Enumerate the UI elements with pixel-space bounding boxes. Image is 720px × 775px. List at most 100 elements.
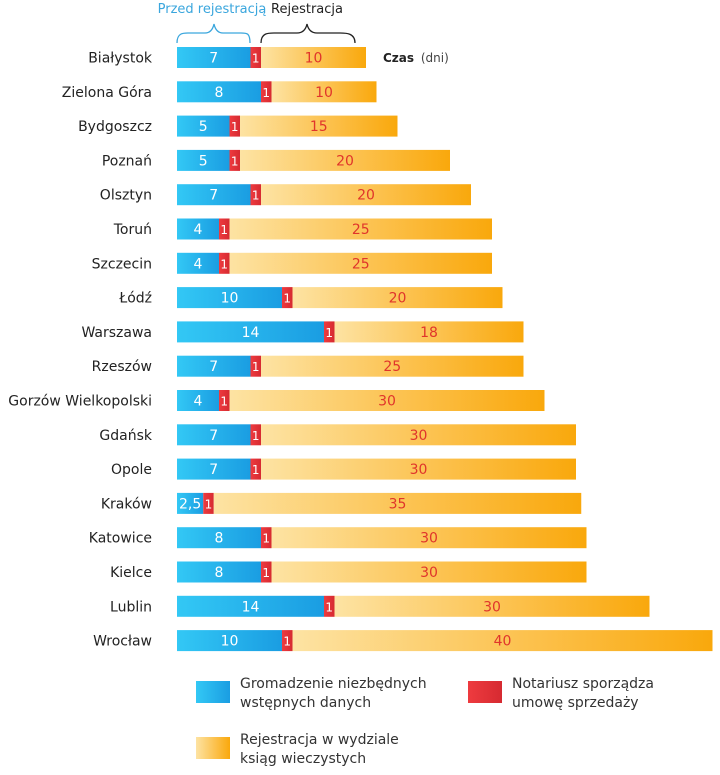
legend-swatch-red: [468, 681, 502, 703]
data-label-orange: 30: [410, 462, 428, 478]
bar-segment-red: [229, 115, 240, 137]
bar-segment-red: [250, 355, 261, 377]
bar-segment-blue: [177, 81, 261, 103]
bar-segment-orange: [334, 321, 524, 343]
bar-segment-red: [219, 218, 230, 240]
bar-segment-blue: [177, 458, 251, 480]
header-after-label: Rejestracja: [271, 2, 343, 17]
header-after-group: Rejestracja: [260, 2, 356, 44]
data-label-blue: 2,5: [179, 496, 201, 512]
bar-segment-blue: [177, 355, 251, 377]
bar-segment-blue: [177, 115, 230, 137]
data-label-red: 1: [252, 463, 260, 477]
bar-segment-orange: [229, 252, 492, 274]
bar-segment-orange: [261, 184, 471, 206]
bar-segment-red: [250, 458, 261, 480]
data-label-red: 1: [262, 86, 270, 100]
bar-segment-orange: [213, 492, 582, 514]
data-label-red: 1: [252, 360, 260, 374]
data-label-blue: 14: [242, 599, 260, 615]
data-label-red: 1: [262, 532, 270, 546]
bar-segment-blue: [177, 252, 219, 274]
data-label-blue: 4: [194, 256, 203, 272]
bar-segment-orange: [271, 527, 587, 549]
data-label-orange: 20: [389, 291, 407, 307]
data-label-orange: 30: [420, 531, 438, 547]
data-label-orange: 10: [315, 85, 333, 101]
data-label-red: 1: [220, 257, 228, 271]
data-label-red: 1: [220, 395, 228, 409]
data-label-red: 1: [220, 223, 228, 237]
bar-segment-orange: [271, 561, 587, 583]
data-label-blue: 8: [215, 85, 224, 101]
data-label-blue: 7: [209, 188, 218, 204]
bar-segment-red: [261, 561, 272, 583]
category-label: Opole: [111, 462, 152, 478]
bars-group: Białystok 7 1 10 Zielona Góra 8 1 10 Bydgoszcz 5 1…: [8, 47, 713, 652]
category-label: Poznań: [102, 153, 152, 169]
category-label: Bydgoszcz: [78, 119, 152, 135]
category-label: Gdańsk: [99, 428, 152, 444]
category-label: Katowice: [89, 531, 152, 547]
bar-segment-red: [250, 47, 261, 68]
legend-label-orange-line1: Rejestracja w wydziale: [240, 732, 399, 748]
category-label: Wrocław: [93, 634, 152, 650]
bar-segment-blue: [177, 390, 219, 411]
bar-segment-red: [203, 492, 214, 514]
bar-segment-orange: [240, 115, 398, 137]
data-label-red: 1: [231, 120, 239, 134]
bar-segment-blue: [177, 595, 324, 617]
category-label: Toruń: [113, 222, 152, 238]
category-label: Zielona Góra: [62, 85, 152, 101]
data-label-blue: 10: [221, 634, 239, 650]
bar-segment-orange: [229, 218, 492, 240]
legend-label-red-line2: umowę sprzedaży: [512, 695, 639, 711]
data-label-orange: 25: [352, 222, 370, 238]
header-before-group: Przed rejestracją: [158, 2, 266, 44]
bar-segment-orange: [240, 149, 450, 171]
bar-segment-blue: [177, 492, 204, 514]
bar-segment-blue: [177, 424, 251, 446]
header-before-bracket: [176, 23, 251, 44]
category-label: Białystok: [88, 51, 153, 67]
data-label-orange: 20: [336, 153, 354, 169]
data-label-blue: 7: [209, 428, 218, 444]
bar-segment-orange: [261, 47, 366, 68]
data-label-red: 1: [283, 292, 291, 306]
data-label-red: 1: [252, 189, 260, 203]
data-label-orange: 30: [420, 565, 438, 581]
category-label: Gorzów Wielkopolski: [8, 394, 152, 410]
data-label-blue: 4: [194, 222, 203, 238]
data-label-blue: 14: [242, 325, 260, 341]
bar-segment-red: [324, 321, 335, 343]
data-label-orange: 25: [383, 359, 401, 375]
data-label-blue: 8: [215, 531, 224, 547]
data-label-blue: 7: [209, 359, 218, 375]
bar-segment-orange: [261, 424, 576, 446]
bar-segment-blue: [177, 561, 261, 583]
data-label-orange: 30: [410, 428, 428, 444]
category-label: Kraków: [101, 496, 152, 512]
data-label-blue: 7: [209, 51, 218, 67]
data-label-orange: 40: [494, 634, 512, 650]
data-label-red: 1: [283, 635, 291, 649]
data-label-blue: 10: [221, 291, 239, 307]
bar-segment-blue: [177, 321, 324, 343]
bar-segment-blue: [177, 218, 219, 240]
data-label-red: 1: [205, 497, 213, 511]
unit-label-bold: Czas: [383, 51, 414, 65]
legend-swatch-blue: [196, 681, 230, 703]
bar-segment-red: [219, 390, 230, 411]
legend-label-blue-line2: wstępnych danych: [240, 695, 371, 711]
bar-segment-orange: [261, 458, 576, 480]
header-after-bracket: [260, 23, 356, 44]
bar-segment-blue: [177, 527, 261, 549]
bar-segment-orange: [292, 287, 503, 309]
data-label-orange: 20: [357, 188, 375, 204]
bar-segment-red: [324, 595, 335, 617]
bar-segment-red: [250, 184, 261, 206]
bar-segment-blue: [177, 47, 251, 68]
bar-segment-blue: [177, 149, 230, 171]
data-label-blue: 7: [209, 462, 218, 478]
